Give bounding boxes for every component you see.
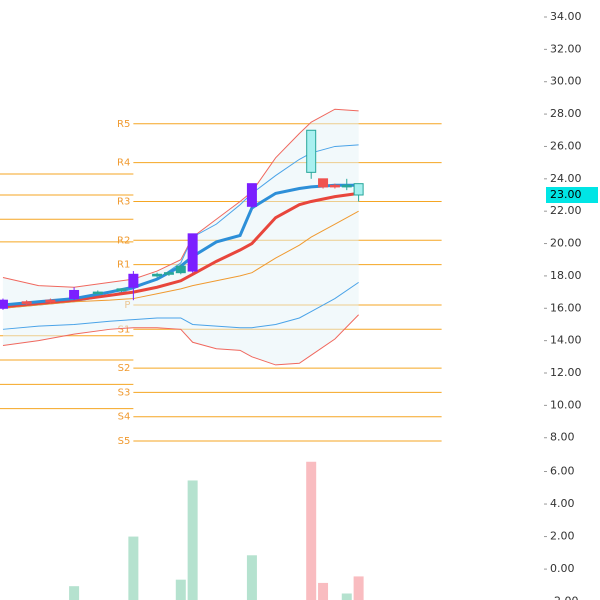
y-tick-label: 8.00 [550,431,575,444]
indicator-line [2,191,359,309]
volume-tick-label: 0.00 [550,562,575,575]
pivot-label: S1 [118,324,131,335]
candle-body [92,291,103,295]
candle-body [329,184,340,188]
candle-body [175,265,186,274]
volume-tick-label: 6.00 [550,465,575,478]
volume-bar [306,461,317,600]
indicator-line [2,183,359,307]
y-tick-label: 14.00 [550,334,582,347]
indicator-line [2,108,359,288]
y-tick-label: 10.00 [550,398,582,411]
band-fill [2,109,359,365]
volume-bar [128,536,139,600]
y-tick-label: 30.00 [550,75,582,88]
volume-bar [187,480,198,600]
candle-body [163,272,174,275]
indicator-line [2,314,359,366]
last-price-label: 23.00 [550,188,582,201]
candle-body [341,184,352,188]
y-tick-label: 20.00 [550,237,582,250]
candle-body [187,233,198,272]
volume-tick-label: -2.00 [550,595,578,600]
candle-body [318,178,329,188]
pivot-label: R4 [117,158,130,169]
pivot-label: R3 [117,196,130,207]
pivot-label: R1 [117,260,130,271]
volume-bar [341,593,352,600]
candle-body [45,299,56,303]
y-tick-label: 28.00 [550,107,582,120]
indicator-line [2,281,359,330]
pivot-label: S2 [118,363,131,374]
candle-body [0,299,8,309]
y-tick-label: 26.00 [550,139,582,152]
indicator-line [2,210,359,309]
volume-bar [318,582,329,600]
y-tick-label: 22.00 [550,204,582,217]
volume-bar [69,586,80,600]
pivot-label: R5 [117,119,130,130]
y-tick-label: 24.00 [550,172,582,185]
volume-tick-label: 4.00 [550,497,575,510]
pivot-label: S3 [118,387,131,398]
candle-body [116,288,127,291]
last-price-box [546,186,598,203]
volume-bar [246,555,257,600]
volume-bar [175,579,186,600]
candle-body [69,289,80,300]
volume-bar [353,576,364,600]
candle-body [152,273,163,277]
y-tick-label: 18.00 [550,269,582,282]
volume-tick-label: 2.00 [550,530,575,543]
pivot-label: S5 [118,436,131,447]
y-tick-label: 34.00 [550,10,582,23]
candle-body [306,129,317,173]
y-tick-label: 32.00 [550,42,582,55]
candle-body [353,183,364,196]
candle-body [21,301,32,304]
y-tick-label: 16.00 [550,301,582,314]
pivot-label: R2 [117,235,130,246]
pivot-label: S4 [118,412,131,423]
candle-body [246,183,257,207]
candle-body [128,273,139,288]
y-tick-label: 12.00 [550,366,582,379]
